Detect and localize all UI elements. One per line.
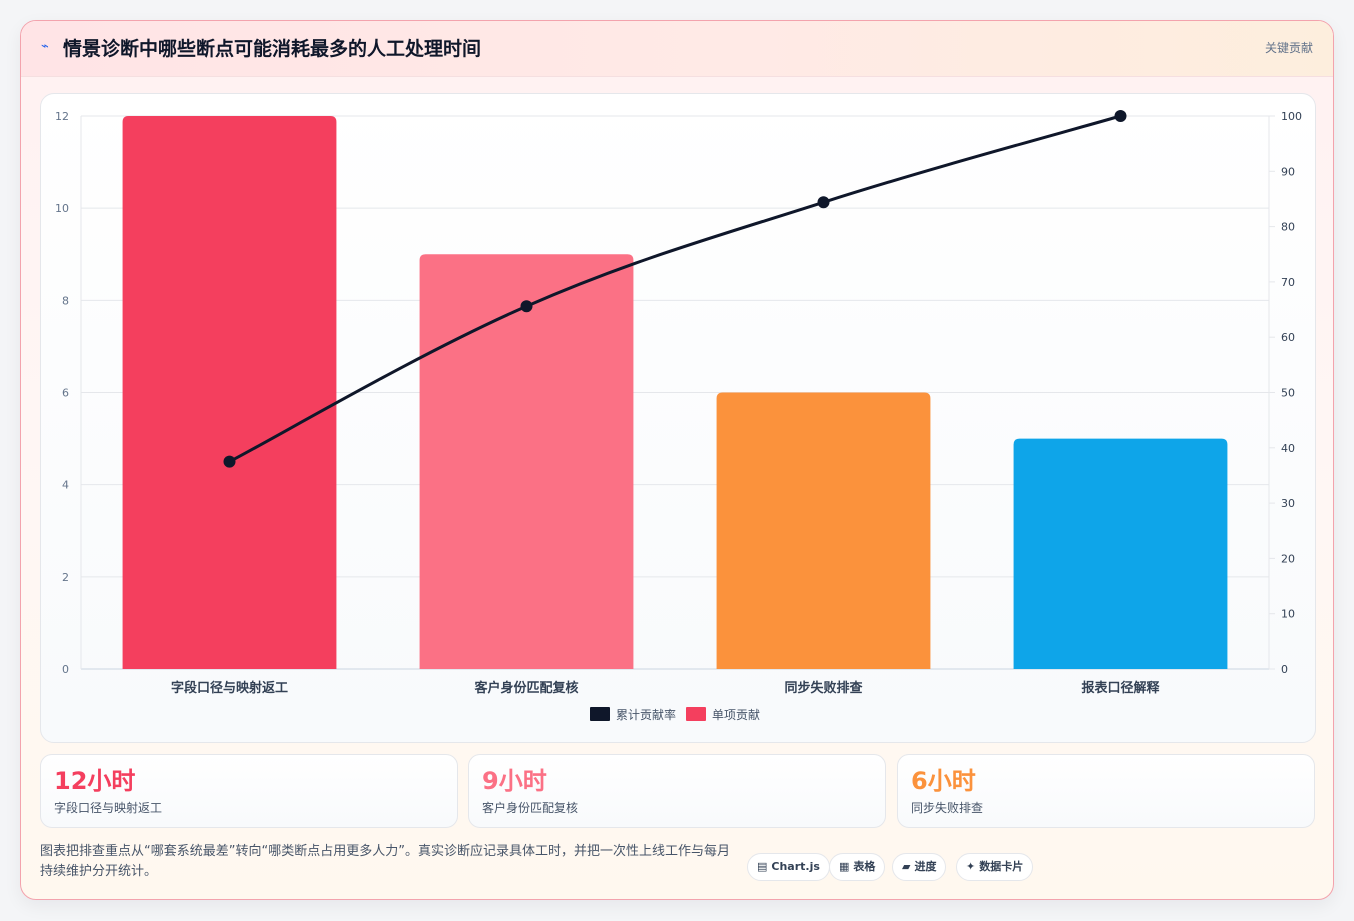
y-tick-label: 6 xyxy=(62,387,69,400)
bar xyxy=(1013,438,1228,669)
y2-tick-label: 0 xyxy=(1281,663,1288,676)
legend-swatch xyxy=(590,707,610,721)
bar xyxy=(122,116,337,669)
y-tick-label: 10 xyxy=(55,202,69,215)
y2-tick-label: 100 xyxy=(1281,110,1302,123)
y2-tick-label: 70 xyxy=(1281,276,1295,289)
card-title: 情景诊断中哪些断点可能消耗最多的人工处理时间 xyxy=(63,38,482,60)
kpi-value: 9小时 xyxy=(482,767,547,795)
kpi-label: 字段口径与映射返工 xyxy=(54,801,163,815)
bar xyxy=(419,254,634,669)
chart-container: 0 2 4 6 8 10 12 0 10 20 30 40 50 60 70 80 90 100 字段口径与映射返工… xyxy=(40,93,1316,743)
bolt-icon: ⌁ xyxy=(41,39,49,54)
legend-label: 单项贡献 xyxy=(712,707,760,722)
pill-label: Chart.js xyxy=(771,860,820,873)
y-tick-label: 4 xyxy=(62,479,69,492)
x-tick-label: 字段口径与映射返工 xyxy=(171,680,288,696)
kpi-card: 9小时 客户身份匹配复核 xyxy=(468,754,886,828)
line-point xyxy=(817,196,830,209)
kpi-value: 6小时 xyxy=(911,767,976,795)
chart-card: ⌁ 情景诊断中哪些断点可能消耗最多的人工处理时间 关键贡献 0 2 4 6 8 10 12 0… xyxy=(20,20,1334,900)
y2-tick-label: 80 xyxy=(1281,221,1295,234)
x-tick-label: 同步失败排查 xyxy=(784,680,863,696)
y-tick-label: 2 xyxy=(62,571,69,584)
footer-note: 图表把排查重点从“哪套系统最差”转向“哪类断点占用更多人力”。真实诊断应记录具体… xyxy=(40,844,730,879)
y2-tick-label: 40 xyxy=(1281,442,1295,455)
kpi-value: 12小时 xyxy=(54,767,136,795)
data-card-tag[interactable]: ✦ 数据卡片 xyxy=(956,853,1034,881)
y2-tick-label: 10 xyxy=(1281,608,1295,621)
y2-tick-label: 30 xyxy=(1281,497,1295,510)
y-tick-label: 8 xyxy=(62,294,69,307)
y2-tick-label: 50 xyxy=(1281,387,1295,400)
table-tag[interactable]: ▦ 表格 xyxy=(829,853,886,881)
header-tag: 关键贡献 xyxy=(1264,41,1313,55)
kpi-card: 6小时 同步失败排查 xyxy=(897,754,1315,828)
progress-tag[interactable]: ▰ 进度 xyxy=(892,853,947,881)
table-icon: ▦ xyxy=(839,860,850,873)
y2-tick-label: 20 xyxy=(1281,552,1295,565)
x-tick-label: 客户身份匹配复核 xyxy=(474,680,578,696)
cumulative-line xyxy=(228,114,1121,463)
y2-tick-label: 90 xyxy=(1281,165,1295,178)
legend-swatch xyxy=(686,707,706,721)
chartjs-tag[interactable]: ▤ Chart.js xyxy=(747,853,830,881)
y-tick-label: 12 xyxy=(55,110,69,123)
pill-label: 进度 xyxy=(914,860,937,873)
bar xyxy=(716,392,931,669)
line-point xyxy=(223,455,236,468)
card-header: ⌁ 情景诊断中哪些断点可能消耗最多的人工处理时间 关键贡献 xyxy=(21,21,1333,77)
progress-icon: ▰ xyxy=(902,860,911,873)
sparkle-icon: ✦ xyxy=(966,860,976,873)
line-point xyxy=(520,300,533,313)
pill-label: 数据卡片 xyxy=(979,860,1024,873)
pill-label: 表格 xyxy=(853,860,876,873)
y2-tick-label: 60 xyxy=(1281,331,1295,344)
legend-label: 累计贡献率 xyxy=(616,707,676,722)
kpi-label: 客户身份匹配复核 xyxy=(482,801,579,815)
pareto-chart: 0 2 4 6 8 10 12 0 10 20 30 40 50 60 70 80 90 100 字段口径与映射返工… xyxy=(55,110,1302,722)
chart-icon: ▤ xyxy=(757,860,768,873)
line-point xyxy=(1114,110,1127,122)
x-tick-label: 报表口径解释 xyxy=(1081,680,1160,696)
kpi-label: 同步失败排查 xyxy=(911,801,984,815)
y-tick-label: 0 xyxy=(62,663,69,676)
kpi-card: 12小时 字段口径与映射返工 xyxy=(40,754,458,828)
